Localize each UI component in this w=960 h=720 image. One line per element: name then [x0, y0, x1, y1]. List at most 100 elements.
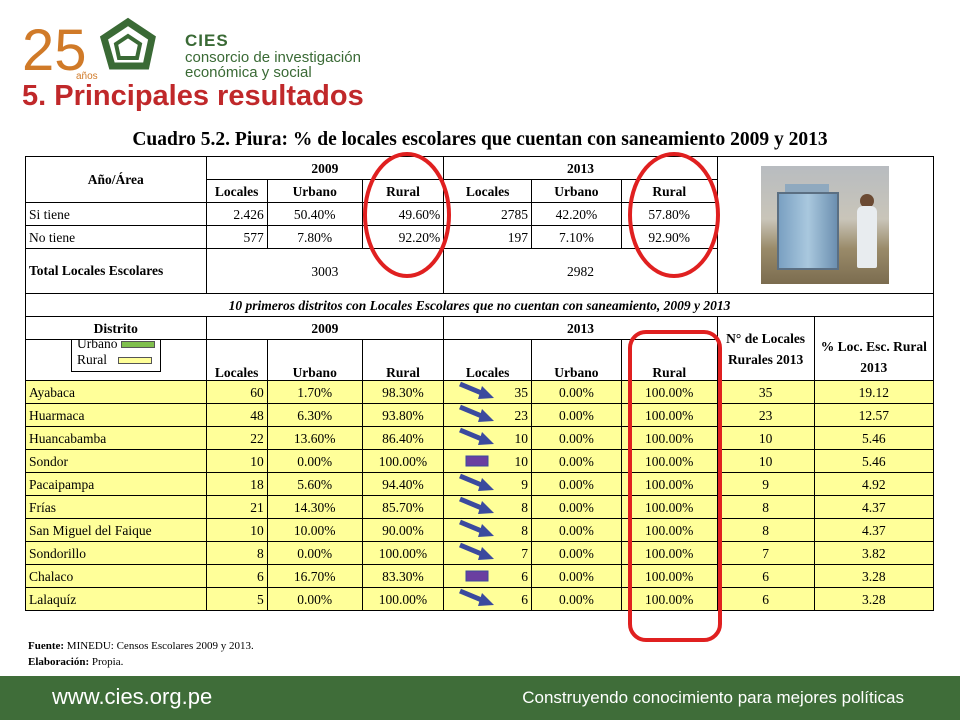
district-row: Chalaco 6 16.70% 83.30% 6 0.00% 100.00% 6 3.28 — [25, 564, 935, 588]
logo-line-2: económica y social — [185, 64, 312, 81]
header-distrito: Distrito — [25, 316, 207, 340]
table-cell: 100.00% — [620, 472, 718, 496]
footer-url[interactable]: www.cies.org.pe — [52, 684, 213, 709]
header-pct-rural: % Loc. Esc. Rural 2013 — [813, 316, 935, 381]
table-cell: 0.00% — [531, 380, 622, 404]
table-cell: 0.00% — [531, 472, 622, 496]
header-locales: Locales — [205, 339, 268, 381]
table-cell: 8 — [716, 518, 815, 542]
table-cell: 3.28 — [813, 587, 935, 611]
total-2013: 2982 — [443, 248, 718, 294]
district-name: San Miguel del Faique — [25, 518, 207, 542]
district-name: Frías — [25, 495, 207, 519]
table-cell: 7.80% — [266, 225, 363, 249]
table-cell: 5 — [205, 587, 268, 611]
table-cell: 10 — [716, 449, 815, 473]
table-cell: 2785 — [443, 202, 532, 226]
header-rural: Rural — [620, 179, 718, 203]
district-name: Chalaco — [25, 564, 207, 588]
district-name: Pacaipampa — [25, 472, 207, 496]
table-cell: 16.70% — [266, 564, 363, 588]
table-cell: 93.80% — [361, 403, 445, 427]
table-cell: 100.00% — [620, 541, 718, 565]
table-cell: 23 — [443, 403, 532, 427]
district-row: Sondorillo 8 0.00% 100.00% 7 0.00% 100.00% 7 3.8… — [25, 541, 935, 565]
table-cell: 4.37 — [813, 495, 935, 519]
header-locales: Locales — [205, 179, 268, 203]
table-cell: 1.70% — [266, 380, 363, 404]
table-cell: 21 — [205, 495, 268, 519]
table-cell: 7.10% — [531, 225, 622, 249]
table-cell: 6 — [443, 587, 532, 611]
table-cell: 3.82 — [813, 541, 935, 565]
district-row: Ayabaca 60 1.70% 98.30% 35 0.00% 100.00% 35 19.1… — [25, 380, 935, 404]
table-cell: 23 — [716, 403, 815, 427]
header-urbano: Urbano — [266, 179, 363, 203]
header-rural: Rural — [620, 339, 718, 381]
table-cell: 8 — [205, 541, 268, 565]
table-cell: 98.30% — [361, 380, 445, 404]
header-2009: 2009 — [205, 316, 445, 340]
districts-subtitle: 10 primeros distritos con Locales Escola… — [25, 293, 934, 317]
header-2009: 2009 — [205, 156, 445, 180]
section-title: 5. Principales resultados — [22, 80, 364, 112]
table-cell: 4.37 — [813, 518, 935, 542]
table-cell: 100.00% — [361, 541, 445, 565]
fuente-text: MINEDU: Censos Escolares 2009 y 2013. — [66, 640, 254, 652]
district-name: Lalaquíz — [25, 587, 207, 611]
table-cell: 7 — [443, 541, 532, 565]
header-num-locales: N° de Locales Rurales 2013 — [716, 316, 815, 381]
district-row: Huarmaca 48 6.30% 93.80% 23 0.00% 100.00% 23 12.… — [25, 403, 935, 427]
district-name: Sondor — [25, 449, 207, 473]
bottom-header-row-2: Urbano Rural Locales Urbano Rural Locale… — [25, 339, 934, 381]
legend: Urbano Rural — [71, 339, 161, 372]
table-cell: 13.60% — [266, 426, 363, 450]
table-cell: 5.46 — [813, 449, 935, 473]
logo-25: 25 — [22, 18, 87, 83]
logo-25-graphic: 25 — [22, 17, 156, 83]
table-cell: 0.00% — [531, 518, 622, 542]
sanitation-table: Año/Área 2009 2013 Locales Urbano Rural … — [25, 156, 935, 611]
district-row: Lalaquíz 5 0.00% 100.00% 6 0.00% 100.00% 6 3.28 — [25, 587, 935, 611]
table-cell: 6 — [716, 564, 815, 588]
total-2009: 3003 — [205, 248, 445, 294]
footer-tagline: Construyendo conocimiento para mejores p… — [522, 688, 904, 707]
table-cell: 10 — [443, 426, 532, 450]
total-label: Total Locales Escolares — [25, 248, 207, 294]
header-rural: Rural — [361, 179, 445, 203]
logo-text: CIES consorcio de investigación económic… — [185, 32, 361, 81]
table-cell: 10 — [205, 449, 268, 473]
table-cell: 100.00% — [620, 564, 718, 588]
table-cell: 100.00% — [620, 403, 718, 427]
district-row: Huancabamba 22 13.60% 86.40% 10 0.00% 100.00% 1… — [25, 426, 935, 450]
footer: www.cies.org.pe Construyendo conocimient… — [0, 676, 960, 720]
table-cell: 57.80% — [620, 202, 718, 226]
table-cell: 22 — [205, 426, 268, 450]
header-2013: 2013 — [443, 156, 718, 180]
table-cell: 0.00% — [531, 449, 622, 473]
table-title: Cuadro 5.2. Piura: % de locales escolare… — [132, 129, 828, 150]
row-label: Si tiene — [25, 202, 207, 226]
table-cell: 100.00% — [361, 587, 445, 611]
header-locales: Locales — [443, 179, 532, 203]
table-cell: 92.20% — [361, 225, 445, 249]
table-cell: 9 — [716, 472, 815, 496]
header-urbano: Urbano — [531, 179, 622, 203]
table-cell: 12.57 — [813, 403, 935, 427]
table-cell: 8 — [443, 495, 532, 519]
table-cell: 86.40% — [361, 426, 445, 450]
table-cell: 10.00% — [266, 518, 363, 542]
table-cell: 6 — [205, 564, 268, 588]
district-row: Sondor 10 0.00% 100.00% 10 0.00% 100.00% 10 5.46 — [25, 449, 935, 473]
table-cell: 10 — [205, 518, 268, 542]
table-cell: 8 — [716, 495, 815, 519]
table-cell: 4.92 — [813, 472, 935, 496]
table-cell: 35 — [716, 380, 815, 404]
table-cell: 90.00% — [361, 518, 445, 542]
table-cell: 100.00% — [620, 587, 718, 611]
fuente-label: Fuente: — [28, 640, 65, 652]
cies-logo: 25 años CIES consorcio de investigación … — [20, 14, 380, 86]
table-cell: 85.70% — [361, 495, 445, 519]
district-rows: Ayabaca 60 1.70% 98.30% 35 0.00% 100.00% 35 19.1… — [25, 380, 935, 611]
district-name: Ayabaca — [25, 380, 207, 404]
